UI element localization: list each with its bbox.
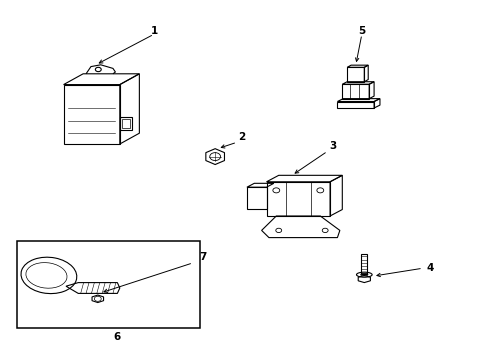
Text: 4: 4 (426, 263, 433, 273)
Bar (122, 119, 129, 128)
Text: 6: 6 (114, 332, 121, 342)
Bar (361, 254, 366, 274)
Text: 3: 3 (328, 141, 335, 151)
Text: 2: 2 (238, 132, 245, 142)
Bar (266, 182, 329, 216)
Bar (120, 117, 132, 130)
Bar (17, 241, 200, 328)
Bar (63, 85, 120, 144)
Text: 7: 7 (199, 252, 206, 262)
Bar (337, 102, 373, 108)
Text: 1: 1 (150, 26, 157, 36)
Bar (346, 67, 364, 82)
Bar (246, 187, 266, 209)
Bar (342, 84, 368, 99)
Text: 5: 5 (358, 26, 365, 36)
